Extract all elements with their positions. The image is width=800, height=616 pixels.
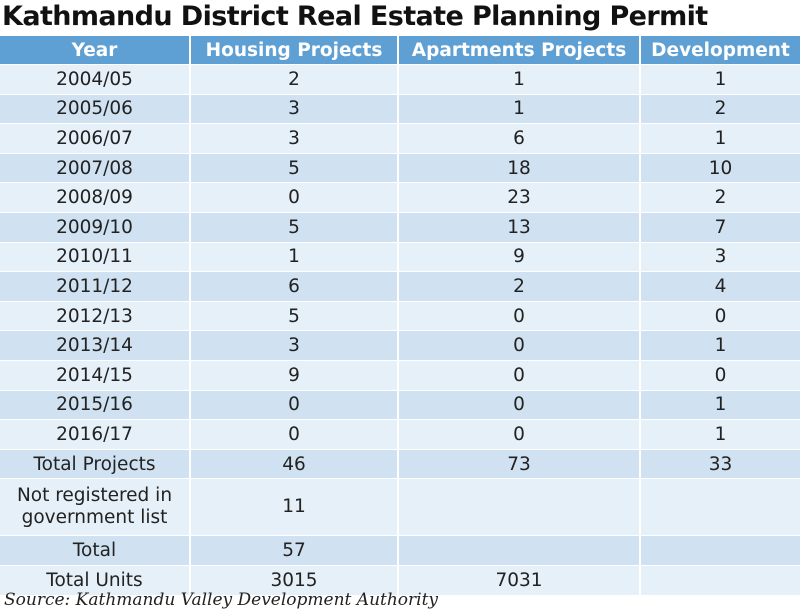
cell-year: 2005/06 [0,93,191,124]
cell-housing-projects: 11 [190,478,399,536]
cell-year: Total [0,535,191,566]
cell-apartments-projects [398,535,641,566]
cell-apartments-projects: 18 [398,152,641,183]
column-header-year: Year [0,36,191,65]
cell-apartments-projects: 7031 [398,564,641,595]
table-row: 2014/15 9 0 0 [0,359,800,391]
cell-year: Total Projects [0,448,191,479]
cell-year: 2015/16 [0,389,191,420]
header-row: Year Housing Projects Apartments Project… [0,36,800,65]
table-body: 2004/05 2 1 1 2005/06 3 1 2 2006/07 3 6 1 2007/08 5 18… [0,64,800,595]
cell-housing-projects: 5 [190,300,399,331]
table-row: 2016/17 0 0 1 [0,419,800,450]
table-row: 2008/09 0 23 2 [0,182,800,213]
cell-year: Not registered in government list [0,478,191,536]
cell-year: 2014/15 [0,359,191,391]
table-row: 2015/16 0 0 1 [0,389,800,420]
cell-development: 33 [640,448,800,479]
cell-housing-projects: 3015 [190,564,399,595]
cell-housing-projects: 46 [190,448,399,479]
cell-development: 4 [640,271,800,302]
cell-apartments-projects [398,478,641,536]
cell-housing-projects: 1 [190,241,399,272]
cell-development: 7 [640,211,800,243]
table-row: Total Projects 46 73 33 [0,448,800,479]
cell-development [640,478,800,536]
cell-apartments-projects: 0 [398,359,641,391]
cell-development: 0 [640,359,800,391]
cell-year: 2016/17 [0,419,191,450]
cell-year: 2008/09 [0,182,191,213]
cell-housing-projects: 5 [190,152,399,183]
cell-development [640,535,800,566]
cell-development: 1 [640,330,800,361]
cell-development: 1 [640,389,800,420]
cell-housing-projects: 6 [190,271,399,302]
column-header-housing-projects: Housing Projects [190,36,399,65]
cell-apartments-projects: 13 [398,211,641,243]
table-row: 2011/12 6 2 4 [0,271,800,302]
cell-apartments-projects: 1 [398,93,641,124]
cell-year: 2010/11 [0,241,191,272]
cell-year: Total Units [0,564,191,595]
table-row: 2012/13 5 0 0 [0,300,800,331]
cell-apartments-projects: 1 [398,64,641,95]
cell-apartments-projects: 0 [398,300,641,331]
cell-apartments-projects: 23 [398,182,641,213]
cell-development: 0 [640,300,800,331]
table-row: 2004/05 2 1 1 [0,64,800,95]
cell-development: 1 [640,64,800,95]
cell-year: 2011/12 [0,271,191,302]
cell-housing-projects: 57 [190,535,399,566]
cell-development: 3 [640,241,800,272]
table-row: Total 57 [0,535,800,566]
table-row: Total Units 3015 7031 [0,564,800,595]
table-row: 2007/08 5 18 10 [0,152,800,183]
cell-apartments-projects: 0 [398,389,641,420]
cell-apartments-projects: 6 [398,123,641,154]
cell-development: 1 [640,419,800,450]
cell-apartments-projects: 2 [398,271,641,302]
column-header-apartments-projects: Apartments Projects [398,36,641,65]
table-row: 2009/10 5 13 7 [0,211,800,243]
cell-apartments-projects: 0 [398,330,641,361]
cell-apartments-projects: 73 [398,448,641,479]
cell-year: 2007/08 [0,152,191,183]
cell-housing-projects: 2 [190,64,399,95]
table-row: 2013/14 3 0 1 [0,330,800,361]
column-header-development: Development [640,36,800,65]
source-note: Source: Kathmandu Valley Development Aut… [4,590,439,610]
table-row: 2010/11 1 9 3 [0,241,800,272]
cell-apartments-projects: 9 [398,241,641,272]
cell-housing-projects: 3 [190,123,399,154]
cell-year: 2012/13 [0,300,191,331]
table-title: Kathmandu District Real Estate Planning … [2,1,708,32]
cell-development: 2 [640,93,800,124]
cell-housing-projects: 0 [190,182,399,213]
cell-development [640,564,800,595]
cell-housing-projects: 9 [190,359,399,391]
cell-development: 10 [640,152,800,183]
cell-housing-projects: 3 [190,330,399,361]
table-row: 2005/06 3 1 2 [0,93,800,124]
permit-table: Year Housing Projects Apartments Project… [0,36,800,595]
cell-housing-projects: 0 [190,389,399,420]
cell-development: 1 [640,123,800,154]
table-row: 2006/07 3 6 1 [0,123,800,154]
cell-housing-projects: 5 [190,211,399,243]
cell-year: 2013/14 [0,330,191,361]
cell-development: 2 [640,182,800,213]
cell-housing-projects: 3 [190,93,399,124]
cell-year: 2004/05 [0,64,191,95]
cell-year: 2009/10 [0,211,191,243]
cell-housing-projects: 0 [190,419,399,450]
cell-apartments-projects: 0 [398,419,641,450]
table-row: Not registered in government list 11 [0,478,800,536]
cell-year: 2006/07 [0,123,191,154]
